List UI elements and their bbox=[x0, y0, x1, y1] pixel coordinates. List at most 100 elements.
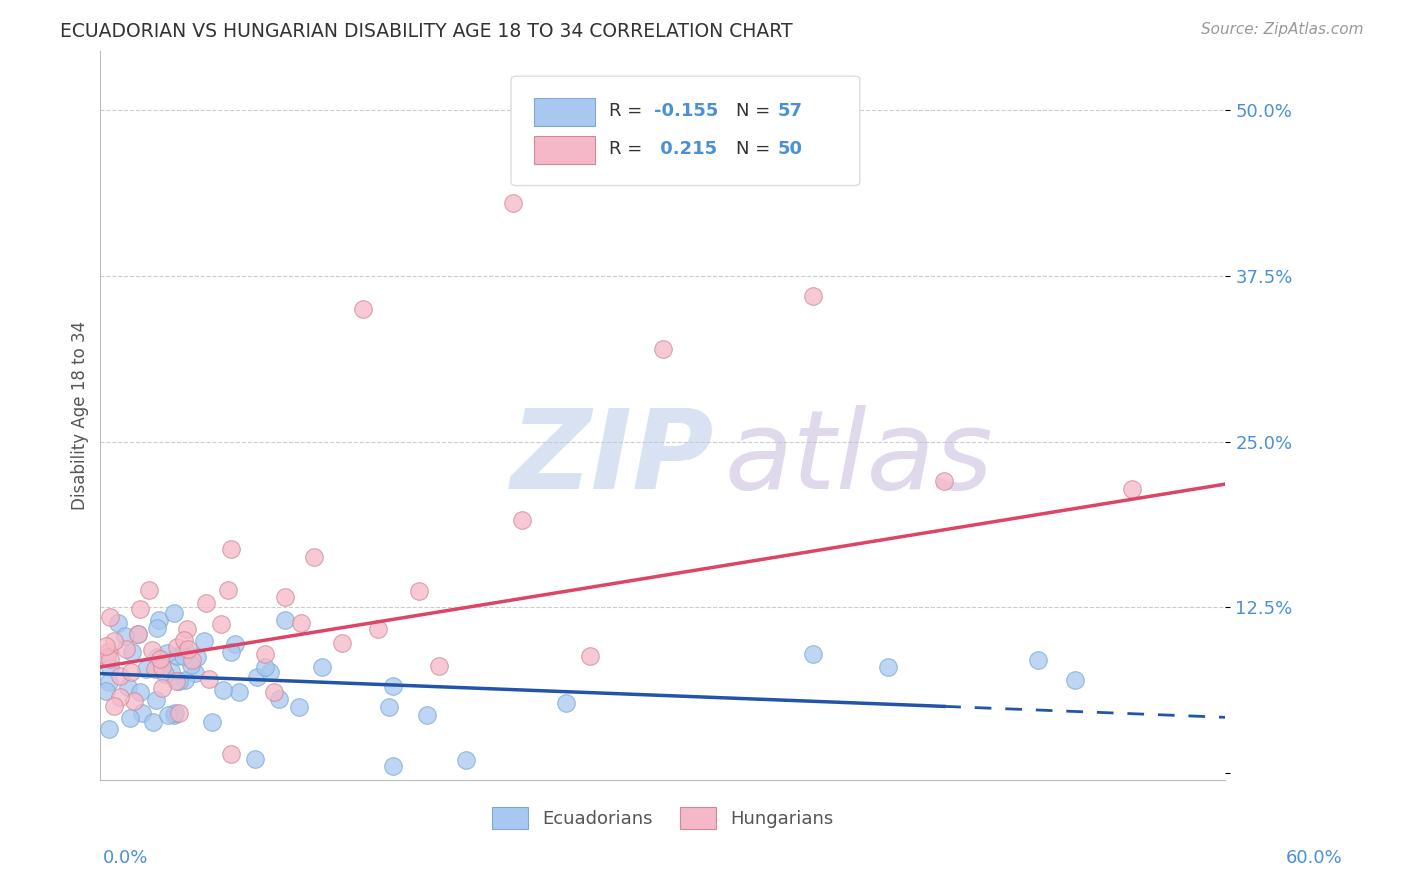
Text: 57: 57 bbox=[778, 103, 803, 120]
Point bbox=[246, 670, 269, 684]
Point bbox=[97, 645, 120, 659]
Point bbox=[98, 651, 121, 665]
Point bbox=[98, 610, 121, 624]
Legend: Ecuadorians, Hungarians: Ecuadorians, Hungarians bbox=[485, 800, 841, 836]
Point bbox=[122, 694, 145, 708]
Point bbox=[98, 660, 121, 674]
Point bbox=[1026, 653, 1049, 667]
Point bbox=[181, 652, 204, 666]
Point bbox=[510, 513, 533, 527]
Point bbox=[415, 707, 437, 722]
Text: 0.0%: 0.0% bbox=[103, 849, 148, 867]
Text: 60.0%: 60.0% bbox=[1286, 849, 1343, 867]
Point bbox=[121, 645, 143, 659]
Text: Source: ZipAtlas.com: Source: ZipAtlas.com bbox=[1201, 22, 1364, 37]
Point bbox=[197, 672, 219, 686]
Point bbox=[173, 632, 195, 647]
Point bbox=[254, 660, 277, 674]
Point bbox=[149, 651, 172, 665]
Point bbox=[169, 673, 191, 688]
Point bbox=[141, 642, 163, 657]
Y-axis label: Disability Age 18 to 34: Disability Age 18 to 34 bbox=[72, 320, 89, 509]
Point bbox=[127, 627, 149, 641]
Point bbox=[454, 753, 477, 767]
Point bbox=[259, 665, 281, 679]
Point bbox=[165, 674, 187, 689]
Point bbox=[1064, 673, 1087, 688]
Point bbox=[193, 633, 215, 648]
Point bbox=[108, 690, 131, 704]
Point bbox=[143, 662, 166, 676]
Point bbox=[166, 640, 188, 654]
Point bbox=[378, 700, 401, 714]
Point bbox=[118, 711, 141, 725]
Text: ZIP: ZIP bbox=[510, 405, 714, 512]
Point bbox=[267, 691, 290, 706]
Point bbox=[166, 649, 188, 664]
Point bbox=[115, 641, 138, 656]
Point bbox=[138, 583, 160, 598]
Point bbox=[311, 660, 333, 674]
Point bbox=[157, 708, 180, 723]
Text: R =: R = bbox=[609, 140, 648, 158]
Point bbox=[142, 714, 165, 729]
Text: 50: 50 bbox=[778, 140, 803, 158]
Point bbox=[163, 707, 186, 722]
Point bbox=[228, 685, 250, 699]
Point bbox=[131, 706, 153, 720]
Point bbox=[427, 659, 450, 673]
Point bbox=[219, 747, 242, 761]
Point bbox=[174, 643, 197, 657]
FancyBboxPatch shape bbox=[533, 98, 595, 126]
Point bbox=[367, 623, 389, 637]
Point bbox=[201, 714, 224, 729]
Point bbox=[209, 617, 232, 632]
Point bbox=[165, 706, 187, 721]
Point bbox=[167, 706, 190, 720]
Point bbox=[177, 642, 200, 657]
Point bbox=[183, 665, 205, 680]
FancyBboxPatch shape bbox=[533, 136, 595, 163]
Point bbox=[117, 680, 139, 694]
Point bbox=[146, 621, 169, 635]
Point bbox=[107, 616, 129, 631]
Point bbox=[159, 664, 181, 678]
Point bbox=[180, 658, 202, 673]
Point bbox=[127, 626, 149, 640]
Text: 0.215: 0.215 bbox=[654, 140, 717, 158]
Point bbox=[173, 673, 195, 688]
Point bbox=[103, 699, 125, 714]
Point bbox=[163, 606, 186, 620]
Text: N =: N = bbox=[737, 103, 776, 120]
Point bbox=[97, 675, 120, 690]
Text: ECUADORIAN VS HUNGARIAN DISABILITY AGE 18 TO 34 CORRELATION CHART: ECUADORIAN VS HUNGARIAN DISABILITY AGE 1… bbox=[60, 22, 793, 41]
Point bbox=[290, 615, 312, 630]
Point bbox=[186, 649, 208, 664]
Point bbox=[245, 752, 267, 766]
Point bbox=[801, 647, 824, 661]
Point bbox=[801, 289, 824, 303]
Point bbox=[145, 650, 167, 665]
Point bbox=[877, 660, 900, 674]
Point bbox=[150, 660, 173, 674]
Point bbox=[288, 699, 311, 714]
Point bbox=[150, 681, 173, 695]
Point bbox=[96, 650, 118, 665]
Point bbox=[579, 649, 602, 664]
Point bbox=[114, 629, 136, 643]
Point bbox=[145, 693, 167, 707]
Point bbox=[120, 665, 142, 679]
Point bbox=[156, 646, 179, 660]
Point bbox=[224, 637, 246, 651]
Point bbox=[1121, 483, 1143, 497]
Point bbox=[110, 669, 132, 683]
Point bbox=[98, 722, 121, 736]
Point bbox=[155, 667, 177, 681]
Point bbox=[274, 591, 297, 605]
Point bbox=[129, 602, 152, 616]
Point bbox=[172, 648, 194, 663]
Point bbox=[502, 196, 524, 211]
Point bbox=[94, 683, 117, 698]
Point bbox=[94, 639, 117, 653]
Text: N =: N = bbox=[737, 140, 776, 158]
